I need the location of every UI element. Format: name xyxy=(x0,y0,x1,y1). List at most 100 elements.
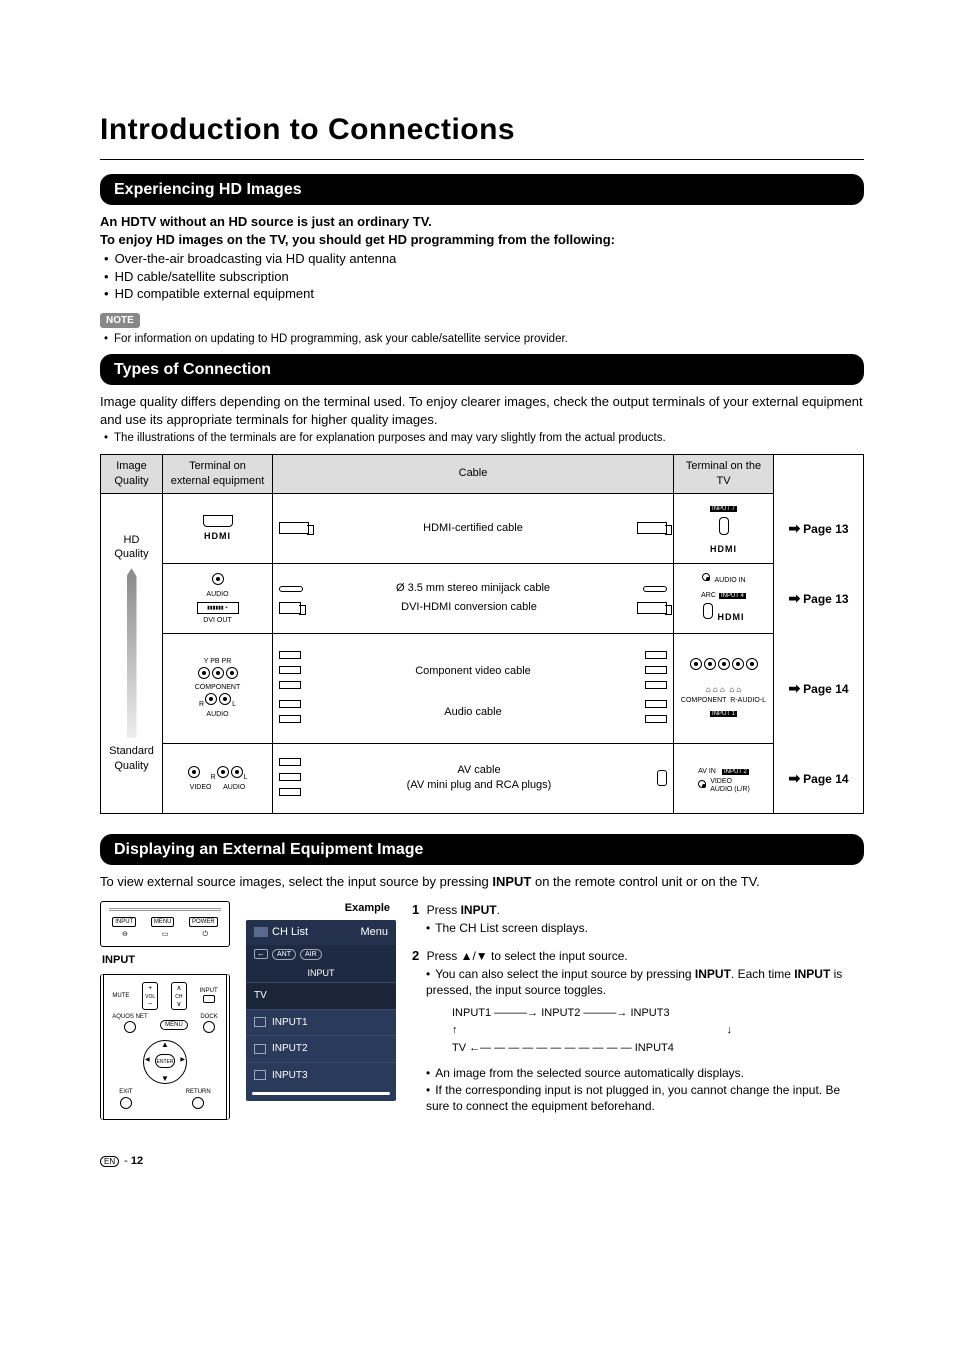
air-pill: AIR xyxy=(300,949,322,960)
remote-power-button: POWER xyxy=(189,917,218,927)
rca-plug-icon xyxy=(645,715,667,723)
types-intro-bullets: The illustrations of the terminals are f… xyxy=(100,431,864,447)
step2-bullet: If the corresponding input is not plugge… xyxy=(426,1082,864,1114)
example-label: Example xyxy=(246,901,396,916)
section-heading-displaying: Displaying an External Equipment Image xyxy=(100,834,864,866)
displaying-intro: To view external source images, select t… xyxy=(100,873,864,891)
rca-plug-icon xyxy=(279,715,301,723)
input-toggle-diagram: INPUT1 ———→ INPUT2 ———→ INPUT3 ↑↓ TV ←— … xyxy=(452,1005,864,1058)
cable-label: Component video cable xyxy=(307,664,639,679)
rca-plug-icon xyxy=(645,666,667,674)
vol-rocker-icon: +VOL− xyxy=(142,982,158,1010)
col-header-quality: Image Quality xyxy=(101,455,163,494)
rca-plug-icon xyxy=(279,773,301,781)
aquos-button-icon xyxy=(124,1021,136,1033)
col-header-cable: Cable xyxy=(273,455,674,494)
ext-terminal-av: RL VIDEO AUDIO xyxy=(163,743,273,813)
input-port-icon xyxy=(254,1044,266,1054)
types-intro: Image quality differs depending on the t… xyxy=(100,393,864,428)
menu-label: Menu xyxy=(360,925,388,940)
step-1: 1 Press INPUT. The CH List screen displa… xyxy=(412,901,864,937)
tv-terminal-av: AV IN INPUT 2 VIDEOAUDIO (L/R) xyxy=(674,743,774,813)
jack-icon xyxy=(702,573,710,581)
hdmi-logo-icon: HDMI xyxy=(204,531,231,541)
rca-plug-icon xyxy=(645,681,667,689)
dock-button-icon xyxy=(203,1021,215,1033)
rca-plug-icon xyxy=(279,651,301,659)
col-header-term-ext: Terminal on external equipment xyxy=(163,455,273,494)
jack-icon xyxy=(746,658,758,670)
remote-illustration-column: INPUT MENU POWER ⊖ ▭ ⏻ INPUT MUTE +VOL− … xyxy=(100,901,230,1120)
cable-label: HDMI-certified cable xyxy=(315,521,631,536)
hd-bullet: HD cable/satellite subscription xyxy=(104,268,864,286)
tv-input-badge: INPUT 7 xyxy=(710,506,737,512)
instructions-column: 1 Press INPUT. The CH List screen displa… xyxy=(412,901,864,1124)
minijack-plug-icon xyxy=(279,586,303,592)
note-text: For information on updating to HD progra… xyxy=(104,332,864,348)
jack-icon xyxy=(212,573,224,585)
rca-plug-icon xyxy=(279,758,301,766)
input-icon: ⊖ xyxy=(122,930,128,939)
minijack-plug-icon xyxy=(643,586,667,592)
jack-icon xyxy=(718,658,730,670)
rca-plug-icon xyxy=(645,651,667,659)
input-port-icon xyxy=(254,1017,266,1027)
remote-input-label: INPUT xyxy=(102,953,230,968)
title-rule xyxy=(100,159,864,160)
step2-bullet: An image from the selected source automa… xyxy=(426,1065,864,1081)
jack-icon xyxy=(198,667,210,679)
types-intro-bullet: The illustrations of the terminals are f… xyxy=(104,431,864,447)
menu-icon: ▭ xyxy=(162,930,169,939)
tv-terminal-component: ⌂ ⌂ ⌂ ⌂ ⌂ COMPONENT R-AUDIO-L INPUT 1 xyxy=(674,633,774,743)
power-icon: ⏻ xyxy=(202,930,208,939)
quality-gradient-cell: HD Quality Standard Quality xyxy=(101,493,163,813)
step2-bullet: You can also select the input source by … xyxy=(426,966,864,998)
hd-source-list: Over-the-air broadcasting via HD quality… xyxy=(100,250,864,303)
cable-cell-dvi: Ø 3.5 mm stereo minijack cable DVI-HDMI … xyxy=(273,563,674,633)
back-icon: ← xyxy=(254,949,268,959)
col-header-term-tv: Terminal on the TV xyxy=(674,455,774,494)
hdmi-plug-icon xyxy=(279,522,309,534)
return-button-icon xyxy=(192,1097,204,1109)
jack-icon xyxy=(188,766,200,778)
onscreen-menu-column: Example CH List Menu ← ANT AIR INPUT TV … xyxy=(246,901,396,1101)
hdmi-logo-icon: HDMI xyxy=(710,544,737,554)
jack-icon xyxy=(226,667,238,679)
jack-icon xyxy=(732,658,744,670)
ext-terminal-component: Y PB PR COMPONENT RL AUDIO xyxy=(163,633,273,743)
tv-terminal-dvi: AUDIO IN ARC INPUT 4 HDMI xyxy=(674,563,774,633)
jack-icon xyxy=(231,766,243,778)
hd-bullet: HD compatible external equipment xyxy=(104,285,864,303)
section-heading-hd-images: Experiencing HD Images xyxy=(100,174,864,206)
remote-menu-button: MENU xyxy=(151,917,175,927)
page-ref: ➡Page 13 xyxy=(774,563,864,633)
ant-pill: ANT xyxy=(272,949,296,960)
ext-terminal-dvi: AUDIO ▮▮▮▮▮▮ + DVI OUT xyxy=(163,563,273,633)
jack-icon xyxy=(698,780,706,788)
menu-item-input2: INPUT2 xyxy=(246,1035,396,1062)
hdmi-plug-icon xyxy=(637,522,667,534)
rca-plug-icon xyxy=(645,700,667,708)
step-2: 2 Press ▲/▼ to select the input source. … xyxy=(412,947,864,1114)
lead-1: An HDTV without an HD source is just an … xyxy=(100,213,864,231)
section-heading-connection-types: Types of Connection xyxy=(100,354,864,386)
jack-icon xyxy=(219,693,231,705)
page-ref: ➡Page 14 xyxy=(774,743,864,813)
quality-bottom-label: Standard Quality xyxy=(107,744,156,774)
menu-item-input3: INPUT3 xyxy=(246,1062,396,1089)
gradient-bar-icon xyxy=(127,568,137,738)
cable-cell-hdmi: HDMI-certified cable xyxy=(273,493,674,563)
tv-input-badge: INPUT 2 xyxy=(722,769,749,775)
cable-label: Audio cable xyxy=(307,705,639,720)
rca-plug-icon xyxy=(279,700,301,708)
ext-terminal-hdmi: HDMI xyxy=(163,493,273,563)
cable-label: Ø 3.5 mm stereo minijack cable xyxy=(309,581,637,596)
jack-icon xyxy=(205,693,217,705)
menu-title: CH List xyxy=(272,926,308,938)
menu-item-input1: INPUT1 xyxy=(246,1009,396,1036)
remote-bottom-illustration: MUTE +VOL− ∧CH∨ INPUT AQUOS NET MENU DOC… xyxy=(100,974,230,1119)
ch-list-menu: CH List Menu ← ANT AIR INPUT TV INPUT1 I… xyxy=(246,920,396,1101)
jack-icon xyxy=(217,766,229,778)
remote-input-button: INPUT xyxy=(112,917,136,927)
tv-input-badge: INPUT 1 xyxy=(710,711,737,717)
